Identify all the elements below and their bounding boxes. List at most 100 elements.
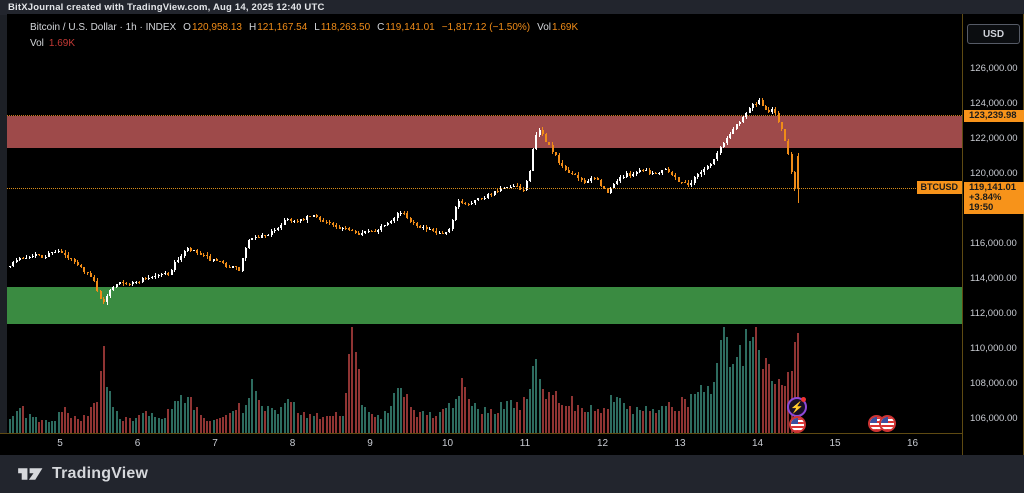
candle-body [96,280,99,291]
candle-body [270,231,273,235]
volume-bar [451,408,454,433]
candle-body [338,226,341,229]
candle-body [38,254,41,256]
candle-body [738,121,741,125]
candle [574,173,576,175]
volume-bar [564,405,567,433]
candle-body [787,140,790,154]
price-tick: 120,000.00 [970,168,1018,179]
candle-body [206,254,209,257]
price-chart-pane[interactable]: BTCUSD [7,14,962,433]
candle [513,183,515,188]
volume-bar [629,405,632,433]
candle-body [583,180,586,184]
time-axis[interactable]: 5 6 7 8 9 10 11 12 13 14 15 16 [0,433,962,455]
candle-body [409,218,412,222]
volume-bar [470,405,473,433]
candle-body [122,282,125,284]
candle-body [529,170,532,182]
currency-toggle-button[interactable]: USD [967,24,1020,44]
symbol-title[interactable]: Bitcoin / U.S. Dollar · 1h · INDEX [30,22,177,33]
volume-bar [719,340,722,433]
candle-body [480,198,483,200]
candle-body [561,162,564,166]
candle-body [558,155,561,163]
volume-bar [231,411,234,433]
candle-body [277,227,280,230]
volume-bar [296,413,299,433]
candle-body [596,177,599,180]
close-value: C 119,141.01 [377,22,435,33]
volume-bar [306,418,309,433]
candle-body [141,277,144,282]
volume-bar [325,416,328,433]
candle-body [280,224,283,228]
volume-bar [209,420,212,433]
volume-bar [34,417,37,433]
volume-bar [238,403,241,433]
candle-body [516,185,519,187]
volume-bar [535,359,538,433]
legend-volume-row[interactable]: Vol 1.69K [30,38,578,49]
candle-body [164,273,167,275]
price-tick: 110,000.00 [970,343,1017,354]
candle-body [225,263,228,267]
volume-bar [457,395,460,433]
candle [216,257,218,262]
candle-body [422,226,425,228]
candle-body [244,248,247,259]
candle-body [73,259,76,262]
us-flag-event-icon[interactable] [789,416,806,433]
volume-bar [729,367,732,433]
candle [61,248,63,253]
volume-bar [674,410,677,433]
candle-body [86,271,89,274]
volume-bar [215,418,218,433]
volume-bar [593,411,596,433]
volume-bar [545,398,548,433]
candle-body [344,227,347,229]
candle-body [629,173,632,176]
candle-body [664,169,667,171]
volume-bar [784,386,787,433]
candle-body [416,223,418,227]
volume-bar [777,378,780,433]
time-tick: 13 [674,438,686,449]
volume-bar [293,401,296,433]
volume-bar [193,409,196,433]
volume-bar [25,418,28,433]
volume-bar [738,344,741,433]
volume-bar [409,406,412,433]
candle-body [15,260,18,263]
candle-body [793,172,796,190]
volume-bar [51,420,54,433]
us-flag-canton [791,418,799,424]
chart-left-gutter [0,15,7,455]
volume-bar [619,397,622,433]
candle [32,253,34,259]
volume-bar [380,418,383,433]
volume-bar [93,403,96,433]
candle-body [499,188,502,192]
volume-bar [277,413,280,433]
candle-body [154,275,157,278]
candle-body [577,174,580,179]
candle-body [680,181,683,183]
candle-body [606,187,609,193]
candle-body [219,260,222,262]
us-flag-event-icon[interactable] [879,415,896,432]
volume-bar [587,411,590,433]
candle-body [571,173,573,175]
lightning-event-icon[interactable]: ⚡ [787,397,807,417]
candle-body [238,267,241,271]
candle-body [467,203,470,205]
volume-bar [96,401,99,433]
candle-body [761,100,764,106]
volume-bar [726,336,728,433]
volume-bar [764,357,767,433]
candle-body [667,169,670,173]
volume-bar [616,397,619,433]
volume-bar [606,409,609,433]
symbol-legend[interactable]: Bitcoin / U.S. Dollar · 1h · INDEX O 120,… [30,22,578,49]
price-axis[interactable]: USD 126,000.00 124,000.00 122,000.00 120,00… [962,14,1024,455]
